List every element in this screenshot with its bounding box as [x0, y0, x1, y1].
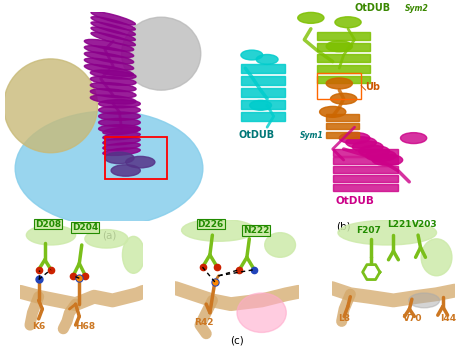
- Bar: [241, 88, 284, 96]
- Bar: [241, 100, 284, 109]
- Ellipse shape: [421, 239, 452, 276]
- Bar: [318, 65, 370, 73]
- Ellipse shape: [99, 125, 140, 133]
- Ellipse shape: [84, 52, 134, 64]
- Ellipse shape: [401, 133, 427, 144]
- Ellipse shape: [99, 106, 140, 114]
- Ellipse shape: [103, 148, 140, 155]
- Bar: [318, 32, 370, 40]
- Ellipse shape: [91, 17, 136, 30]
- Bar: [333, 166, 398, 173]
- Ellipse shape: [339, 133, 370, 144]
- Bar: [333, 149, 398, 155]
- Ellipse shape: [122, 236, 145, 273]
- Ellipse shape: [91, 89, 136, 98]
- Ellipse shape: [121, 17, 201, 90]
- Text: I44: I44: [440, 314, 456, 323]
- Ellipse shape: [319, 107, 346, 117]
- Ellipse shape: [359, 145, 390, 157]
- Bar: [333, 184, 398, 191]
- Text: (a): (a): [102, 231, 116, 241]
- Ellipse shape: [91, 32, 136, 46]
- Ellipse shape: [84, 58, 134, 70]
- Ellipse shape: [335, 17, 361, 28]
- Ellipse shape: [99, 100, 140, 108]
- Text: (c): (c): [230, 335, 244, 345]
- Text: Sym1: Sym1: [300, 131, 324, 140]
- Text: V70: V70: [403, 314, 423, 323]
- Bar: [326, 115, 359, 121]
- Ellipse shape: [365, 150, 396, 161]
- Text: L221: L221: [387, 220, 412, 229]
- Ellipse shape: [264, 233, 295, 257]
- Text: Sym2: Sym2: [405, 4, 428, 13]
- Text: D226: D226: [198, 220, 224, 229]
- Ellipse shape: [241, 50, 263, 60]
- Ellipse shape: [250, 100, 272, 110]
- Text: F207: F207: [356, 226, 382, 235]
- Ellipse shape: [111, 165, 140, 176]
- Ellipse shape: [105, 152, 134, 164]
- Bar: [241, 76, 284, 85]
- Ellipse shape: [91, 22, 136, 35]
- Ellipse shape: [103, 143, 140, 150]
- Bar: [333, 157, 398, 164]
- Ellipse shape: [237, 293, 286, 332]
- Ellipse shape: [91, 70, 136, 79]
- Text: OtDUB: OtDUB: [239, 130, 275, 140]
- Ellipse shape: [84, 46, 134, 58]
- Text: N222: N222: [243, 226, 270, 235]
- Ellipse shape: [91, 83, 136, 92]
- Ellipse shape: [91, 95, 136, 104]
- Bar: [105, 137, 167, 179]
- Ellipse shape: [27, 225, 76, 245]
- Ellipse shape: [182, 219, 255, 241]
- Ellipse shape: [330, 93, 357, 104]
- Text: (b): (b): [337, 221, 351, 231]
- Text: V203: V203: [412, 220, 438, 229]
- Ellipse shape: [84, 65, 134, 76]
- Ellipse shape: [298, 12, 324, 23]
- Bar: [326, 132, 359, 138]
- Text: Ub: Ub: [365, 82, 381, 92]
- Ellipse shape: [338, 220, 437, 245]
- Text: R42: R42: [194, 318, 213, 327]
- Bar: [241, 64, 284, 73]
- Text: K6: K6: [33, 322, 46, 331]
- Ellipse shape: [99, 112, 140, 120]
- Bar: [326, 123, 359, 129]
- Ellipse shape: [103, 132, 140, 140]
- Bar: [241, 112, 284, 121]
- Text: OtDUB: OtDUB: [335, 196, 374, 206]
- Text: D208: D208: [35, 220, 61, 229]
- Ellipse shape: [91, 11, 136, 25]
- Ellipse shape: [99, 118, 140, 127]
- Bar: [333, 175, 398, 182]
- Ellipse shape: [372, 154, 403, 166]
- Ellipse shape: [409, 293, 439, 308]
- Ellipse shape: [4, 59, 98, 153]
- Ellipse shape: [103, 137, 140, 145]
- Ellipse shape: [103, 127, 140, 135]
- Ellipse shape: [91, 76, 136, 85]
- Bar: [318, 54, 370, 62]
- Ellipse shape: [15, 111, 203, 226]
- Ellipse shape: [85, 230, 128, 248]
- Bar: [318, 76, 370, 83]
- Text: H68: H68: [76, 322, 96, 331]
- Text: OtDUB: OtDUB: [355, 3, 391, 13]
- Text: D204: D204: [72, 223, 98, 232]
- Text: L8: L8: [338, 314, 350, 323]
- Ellipse shape: [352, 141, 383, 153]
- Ellipse shape: [126, 156, 155, 168]
- Ellipse shape: [346, 137, 376, 148]
- Ellipse shape: [326, 41, 352, 52]
- Bar: [318, 43, 370, 51]
- Ellipse shape: [326, 78, 352, 89]
- Bar: [318, 73, 361, 99]
- Ellipse shape: [91, 27, 136, 41]
- Ellipse shape: [84, 40, 134, 51]
- Ellipse shape: [256, 54, 278, 64]
